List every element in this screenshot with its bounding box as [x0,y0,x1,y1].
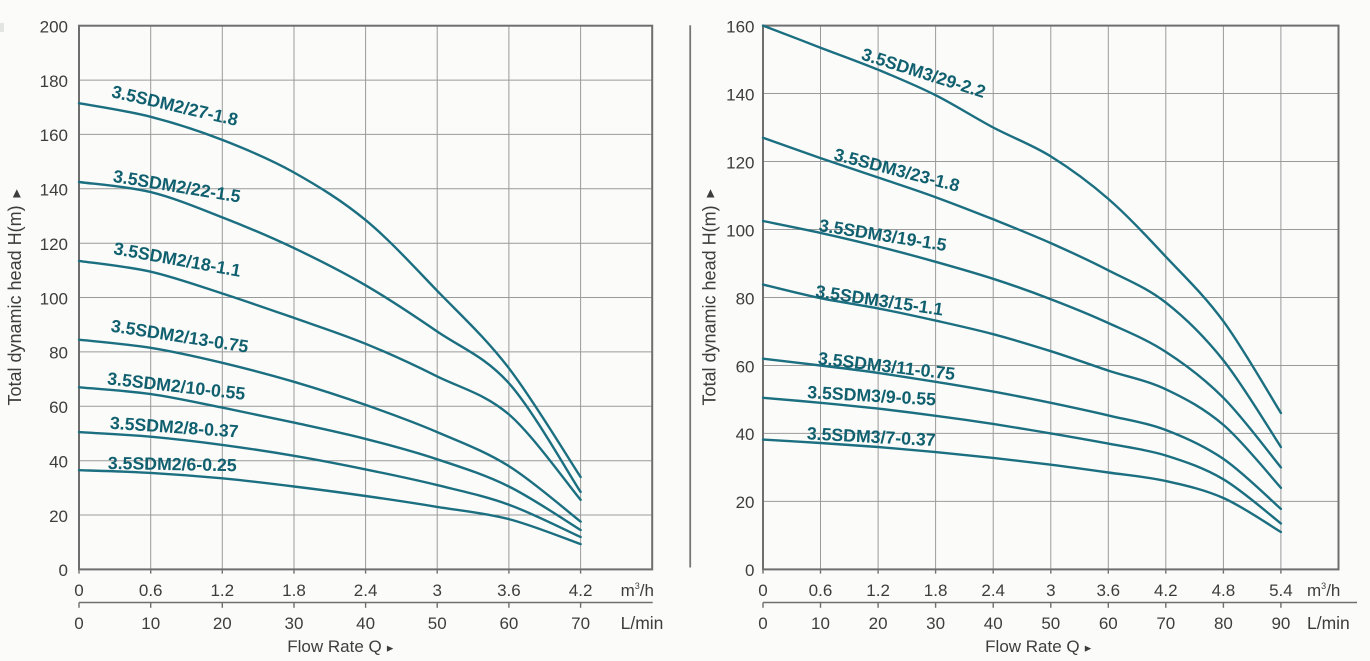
svg-text:80: 80 [49,344,68,363]
svg-text:160: 160 [726,17,754,36]
svg-text:30: 30 [285,614,304,633]
svg-text:0: 0 [758,581,767,600]
svg-text:10: 10 [141,614,160,633]
svg-text:120: 120 [726,153,754,172]
svg-text:80: 80 [1214,614,1233,633]
svg-text:2.4: 2.4 [354,581,378,600]
svg-text:4.2: 4.2 [569,581,593,600]
svg-text:90: 90 [1271,614,1290,633]
svg-text:180: 180 [40,72,68,91]
svg-text:60: 60 [499,614,518,633]
svg-text:3: 3 [1046,581,1055,600]
svg-text:0: 0 [758,614,767,633]
svg-text:Total dynamic head H(m): Total dynamic head H(m) [5,205,25,405]
svg-text:40: 40 [49,453,68,472]
svg-text:60: 60 [736,357,755,376]
svg-text:50: 50 [428,614,447,633]
svg-text:m3/h: m3/h [621,581,654,600]
svg-text:140: 140 [40,181,68,200]
svg-text:140: 140 [726,85,754,104]
svg-text:20: 20 [869,614,888,633]
svg-text:50: 50 [1041,614,1060,633]
svg-text:4.8: 4.8 [1212,581,1236,600]
svg-text:0: 0 [74,581,83,600]
svg-text:1.8: 1.8 [282,581,306,600]
svg-text:0: 0 [74,614,83,633]
svg-text:2.4: 2.4 [981,581,1005,600]
svg-text:10: 10 [811,614,830,633]
svg-text:20: 20 [736,493,755,512]
svg-text:Total dynamic head H(m): Total dynamic head H(m) [700,205,720,405]
svg-text:20: 20 [49,507,68,526]
svg-text:120: 120 [40,235,68,254]
svg-text:4.2: 4.2 [1154,581,1178,600]
svg-text:0.6: 0.6 [809,581,833,600]
svg-text:3.6: 3.6 [1096,581,1120,600]
svg-text:40: 40 [984,614,1003,633]
svg-text:0.6: 0.6 [139,581,163,600]
svg-text:20: 20 [213,614,232,633]
svg-text:100: 100 [726,221,754,240]
svg-text:m3/h: m3/h [1307,581,1340,600]
svg-text:3: 3 [432,581,441,600]
svg-text:L/min: L/min [1307,613,1350,633]
svg-text:L/min: L/min [621,613,664,633]
svg-text:70: 70 [571,614,590,633]
svg-text:Flow Rate Q: Flow Rate Q [985,637,1079,656]
svg-text:Flow Rate Q: Flow Rate Q [287,637,381,656]
svg-text:3.6: 3.6 [497,581,521,600]
svg-text:160: 160 [40,126,68,145]
svg-text:100: 100 [40,289,68,308]
svg-text:60: 60 [1099,614,1118,633]
svg-text:3.5SDM2/6-0.25: 3.5SDM2/6-0.25 [108,453,237,475]
svg-text:0: 0 [745,561,754,580]
svg-text:60: 60 [49,398,68,417]
svg-text:5.4: 5.4 [1269,581,1293,600]
svg-text:1.8: 1.8 [924,581,948,600]
svg-text:40: 40 [356,614,375,633]
svg-text:30: 30 [926,614,945,633]
svg-text:40: 40 [736,425,755,444]
svg-text:0: 0 [59,561,68,580]
svg-text:1.2: 1.2 [866,581,890,600]
svg-text:80: 80 [736,289,755,308]
svg-text:70: 70 [1156,614,1175,633]
svg-text:1.2: 1.2 [210,581,234,600]
svg-text:200: 200 [40,18,68,37]
